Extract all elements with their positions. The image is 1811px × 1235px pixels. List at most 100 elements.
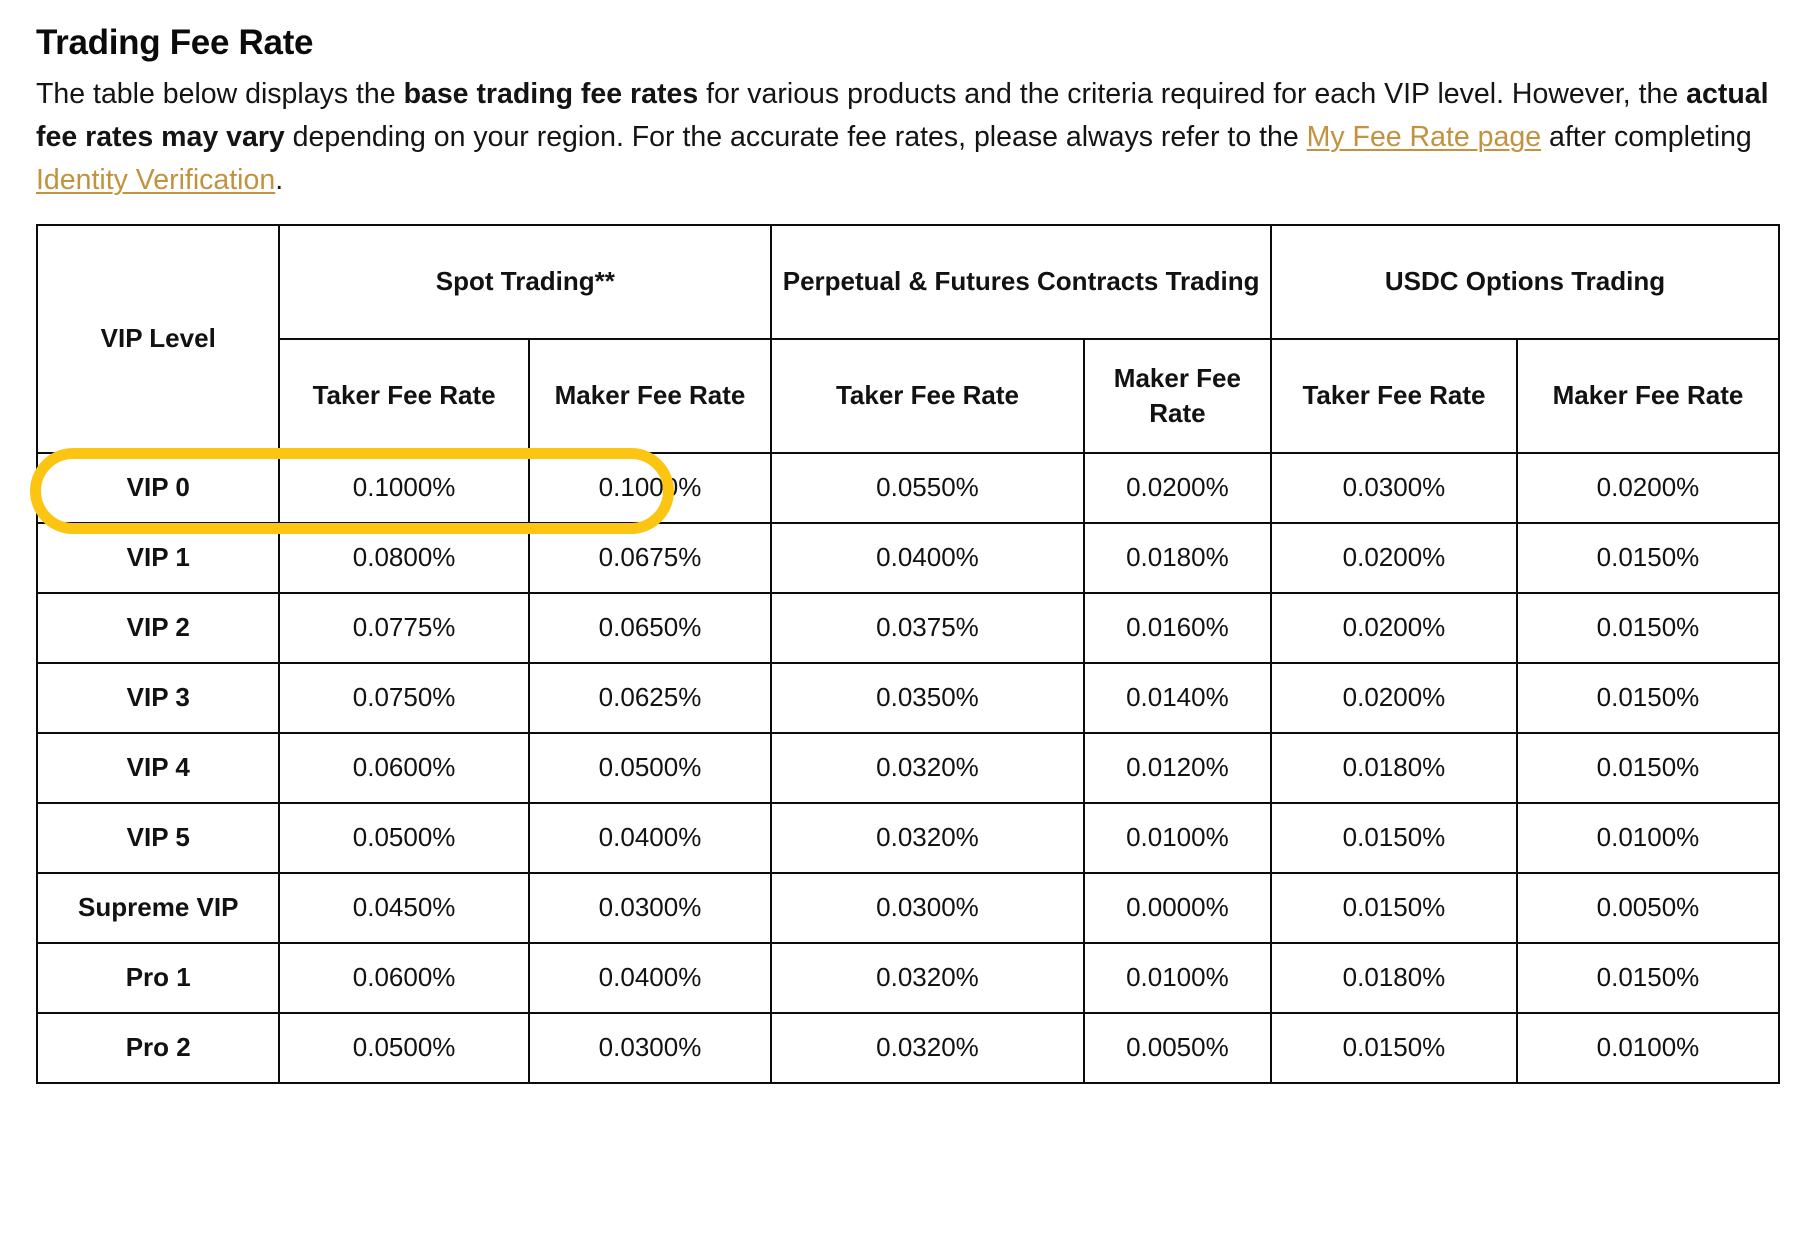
header-perp-taker-fee-rate: Taker Fee Rate — [770, 337, 1085, 454]
cell-perp-taker: 0.0320% — [770, 941, 1085, 1014]
cell-spot-taker: 0.0450% — [278, 871, 530, 944]
cell-spot-taker: 0.0500% — [278, 801, 530, 874]
cell-vip-level: VIP 1 — [35, 521, 281, 594]
cell-spot-taker: 0.0500% — [278, 1011, 530, 1084]
cell-spot-taker: 0.0750% — [278, 661, 530, 734]
cell-vip-level: VIP 0 — [35, 451, 281, 524]
cell-perp-taker: 0.0320% — [770, 1011, 1085, 1084]
cell-usdc-taker: 0.0150% — [1270, 801, 1518, 874]
cell-usdc-maker: 0.0150% — [1515, 941, 1781, 1014]
intro-paragraph: The table below displays the base tradin… — [36, 73, 1775, 202]
table-row: Pro 2 0.0500% 0.0300% 0.0320% 0.0050% 0.… — [35, 1011, 1781, 1084]
cell-perp-maker: 0.0100% — [1082, 801, 1273, 874]
cell-vip-level: Supreme VIP — [35, 871, 281, 944]
cell-perp-maker: 0.0140% — [1082, 661, 1273, 734]
table-row: VIP 0 0.1000% 0.1000% 0.0550% 0.0200% 0.… — [35, 451, 1781, 524]
cell-usdc-taker: 0.0200% — [1270, 521, 1518, 594]
cell-vip-level: VIP 3 — [35, 661, 281, 734]
cell-vip-level: Pro 1 — [35, 941, 281, 1014]
cell-usdc-maker: 0.0150% — [1515, 521, 1781, 594]
cell-usdc-maker: 0.0150% — [1515, 591, 1781, 664]
cell-spot-maker: 0.0300% — [527, 1011, 773, 1084]
header-group-spot-trading: Spot Trading** — [278, 223, 773, 340]
cell-spot-taker: 0.0800% — [278, 521, 530, 594]
table-row: VIP 4 0.0600% 0.0500% 0.0320% 0.0120% 0.… — [35, 731, 1781, 804]
cell-usdc-taker: 0.0200% — [1270, 661, 1518, 734]
cell-usdc-maker: 0.0100% — [1515, 801, 1781, 874]
cell-perp-maker: 0.0050% — [1082, 1011, 1273, 1084]
cell-spot-maker: 0.0400% — [527, 801, 773, 874]
table-row: VIP 3 0.0750% 0.0625% 0.0350% 0.0140% 0.… — [35, 661, 1781, 734]
cell-perp-taker: 0.0350% — [770, 661, 1085, 734]
cell-usdc-taker: 0.0300% — [1270, 451, 1518, 524]
cell-spot-maker: 0.1000% — [527, 451, 773, 524]
table-row: VIP 5 0.0500% 0.0400% 0.0320% 0.0100% 0.… — [35, 801, 1781, 874]
table-sub-header-row: Taker Fee Rate Maker Fee Rate Taker Fee … — [37, 337, 1781, 454]
cell-usdc-taker: 0.0180% — [1270, 731, 1518, 804]
cell-perp-taker: 0.0400% — [770, 521, 1085, 594]
intro-bold-1: base trading fee rates — [403, 77, 699, 110]
cell-usdc-maker: 0.0150% — [1515, 731, 1781, 804]
intro-text-1: The table below displays the — [36, 77, 404, 110]
table-row: Pro 1 0.0600% 0.0400% 0.0320% 0.0100% 0.… — [35, 941, 1781, 1014]
cell-usdc-maker: 0.0200% — [1515, 451, 1781, 524]
cell-perp-maker: 0.0100% — [1082, 941, 1273, 1014]
cell-vip-level: VIP 4 — [35, 731, 281, 804]
table-row: VIP 1 0.0800% 0.0675% 0.0400% 0.0180% 0.… — [35, 521, 1781, 594]
trading-fee-rate-table: VIP Level Spot Trading** Perpetual & Fut… — [35, 223, 1781, 1084]
cell-perp-maker: 0.0000% — [1082, 871, 1273, 944]
cell-perp-taker: 0.0320% — [770, 731, 1085, 804]
fee-table-wrapper: VIP Level Spot Trading** Perpetual & Fut… — [30, 223, 1781, 1084]
cell-spot-maker: 0.0300% — [527, 871, 773, 944]
cell-perp-maker: 0.0120% — [1082, 731, 1273, 804]
cell-spot-taker: 0.0600% — [278, 731, 530, 804]
intro-bold-2: actual fee rates may vary — [36, 77, 1769, 153]
header-group-perpetual-futures: Perpetual & Futures Contracts Trading — [770, 223, 1273, 340]
cell-usdc-taker: 0.0150% — [1270, 1011, 1518, 1084]
intro-text-3: depending on your region. For the accura… — [284, 120, 1307, 153]
cell-perp-maker: 0.0160% — [1082, 591, 1273, 664]
page-title: Trading Fee Rate — [36, 23, 314, 62]
cell-spot-taker: 0.1000% — [278, 451, 530, 524]
cell-usdc-taker: 0.0180% — [1270, 941, 1518, 1014]
intro-text-4: after completing — [1541, 120, 1752, 153]
table-row: Supreme VIP 0.0450% 0.0300% 0.0300% 0.00… — [35, 871, 1781, 944]
cell-perp-taker: 0.0300% — [770, 871, 1085, 944]
cell-spot-maker: 0.0625% — [527, 661, 773, 734]
header-perp-maker-fee-rate: Maker Fee Rate — [1082, 337, 1273, 454]
identity-verification-link[interactable]: Identity Verification — [36, 163, 276, 196]
table-body: VIP 0 0.1000% 0.1000% 0.0550% 0.0200% 0.… — [35, 451, 1781, 1084]
header-usdc-maker-fee-rate: Maker Fee Rate — [1515, 337, 1781, 454]
cell-spot-maker: 0.0500% — [527, 731, 773, 804]
my-fee-rate-page-link[interactable]: My Fee Rate page — [1306, 120, 1542, 153]
cell-perp-taker: 0.0375% — [770, 591, 1085, 664]
cell-perp-maker: 0.0180% — [1082, 521, 1273, 594]
cell-usdc-taker: 0.0150% — [1270, 871, 1518, 944]
cell-perp-maker: 0.0200% — [1082, 451, 1273, 524]
intro-text-5: . — [275, 163, 284, 196]
header-usdc-taker-fee-rate: Taker Fee Rate — [1270, 337, 1518, 454]
cell-perp-taker: 0.0550% — [770, 451, 1085, 524]
cell-vip-level: VIP 2 — [35, 591, 281, 664]
cell-usdc-maker: 0.0050% — [1515, 871, 1781, 944]
header-group-usdc-options: USDC Options Trading — [1270, 223, 1780, 340]
header-spot-maker-fee-rate: Maker Fee Rate — [527, 337, 773, 454]
table-row: VIP 2 0.0775% 0.0650% 0.0375% 0.0160% 0.… — [35, 591, 1781, 664]
cell-spot-taker: 0.0600% — [278, 941, 530, 1014]
intro-text-2: for various products and the criteria re… — [698, 77, 1687, 110]
header-spot-taker-fee-rate: Taker Fee Rate — [278, 337, 530, 454]
cell-usdc-taker: 0.0200% — [1270, 591, 1518, 664]
cell-spot-maker: 0.0650% — [527, 591, 773, 664]
table-group-header-row: VIP Level Spot Trading** Perpetual & Fut… — [35, 223, 1780, 454]
cell-spot-maker: 0.0675% — [527, 521, 773, 594]
cell-usdc-maker: 0.0150% — [1515, 661, 1781, 734]
cell-spot-taker: 0.0775% — [278, 591, 530, 664]
cell-spot-maker: 0.0400% — [527, 941, 773, 1014]
header-vip-level: VIP Level — [35, 223, 281, 454]
cell-perp-taker: 0.0320% — [770, 801, 1085, 874]
cell-usdc-maker: 0.0100% — [1515, 1011, 1781, 1084]
cell-vip-level: Pro 2 — [35, 1011, 281, 1084]
cell-vip-level: VIP 5 — [35, 801, 281, 874]
table-header: VIP Level Spot Trading** Perpetual & Fut… — [35, 223, 1781, 454]
